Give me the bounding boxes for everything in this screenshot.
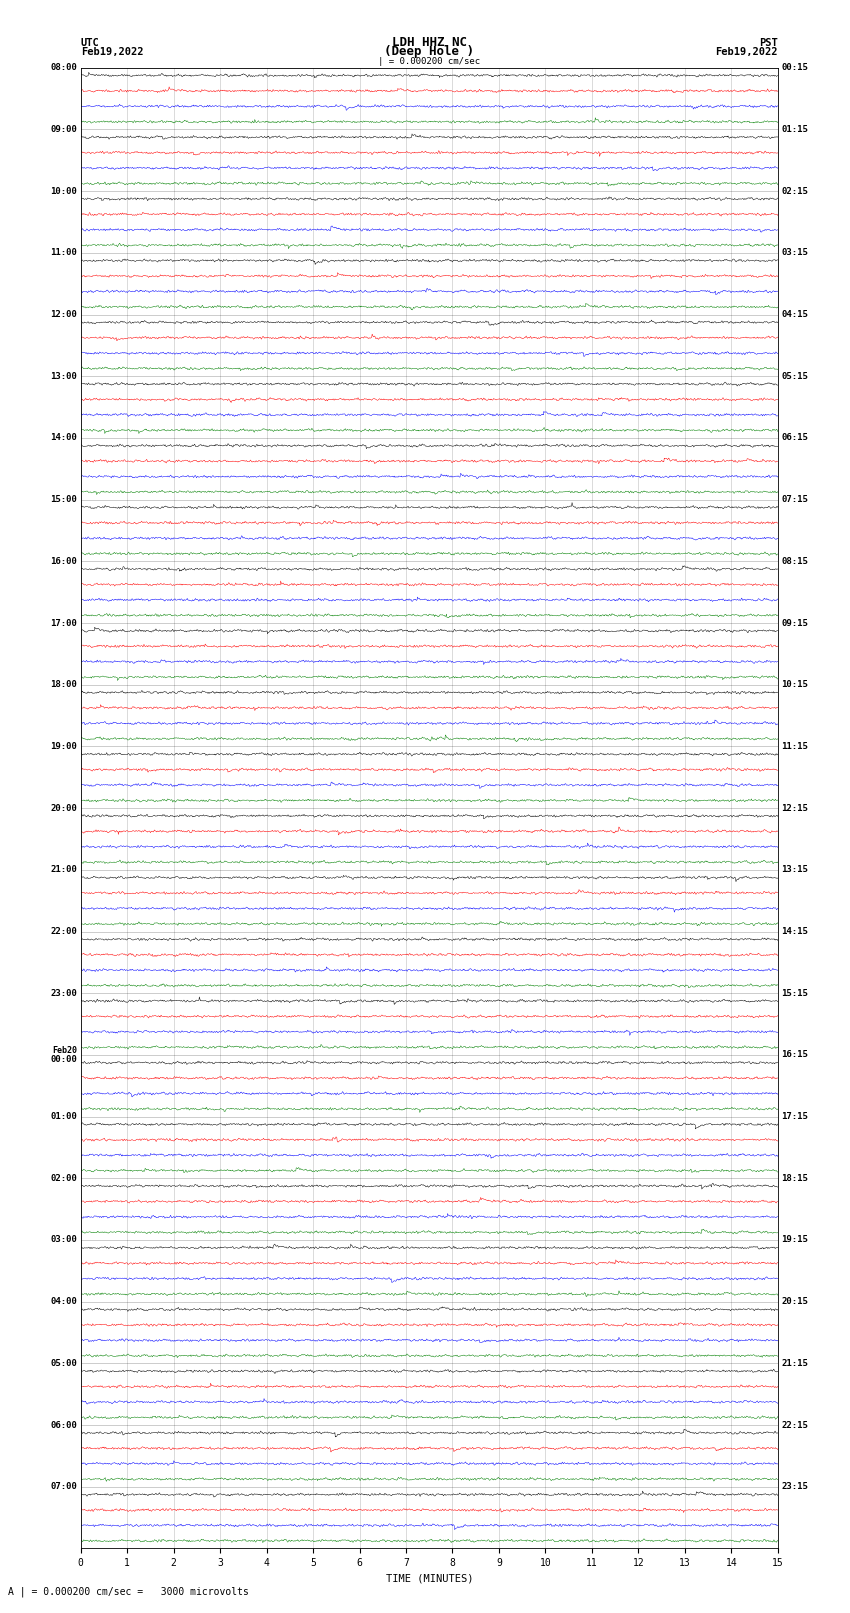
Text: Feb19,2022: Feb19,2022 [715,47,778,56]
Text: 19:00: 19:00 [50,742,77,752]
Text: 22:15: 22:15 [781,1421,808,1429]
Text: Feb19,2022: Feb19,2022 [81,47,144,56]
Text: 00:00: 00:00 [50,1055,77,1065]
Text: 16:00: 16:00 [50,556,77,566]
Text: 01:15: 01:15 [781,124,808,134]
Text: 14:15: 14:15 [781,927,808,936]
Text: 21:15: 21:15 [781,1358,808,1368]
X-axis label: TIME (MINUTES): TIME (MINUTES) [386,1574,473,1584]
Text: 23:00: 23:00 [50,989,77,998]
Text: 03:00: 03:00 [50,1236,77,1245]
Text: 15:15: 15:15 [781,989,808,998]
Text: | = 0.000200 cm/sec: | = 0.000200 cm/sec [378,56,480,66]
Text: 04:00: 04:00 [50,1297,77,1307]
Text: 13:15: 13:15 [781,865,808,874]
Text: 03:15: 03:15 [781,248,808,258]
Text: 05:00: 05:00 [50,1358,77,1368]
Text: 19:15: 19:15 [781,1236,808,1245]
Text: 17:15: 17:15 [781,1111,808,1121]
Text: 07:00: 07:00 [50,1482,77,1492]
Text: 20:15: 20:15 [781,1297,808,1307]
Text: 15:00: 15:00 [50,495,77,505]
Text: 11:00: 11:00 [50,248,77,258]
Text: 05:15: 05:15 [781,371,808,381]
Text: 07:15: 07:15 [781,495,808,505]
Text: 20:00: 20:00 [50,803,77,813]
Text: 09:15: 09:15 [781,618,808,627]
Text: 01:00: 01:00 [50,1111,77,1121]
Text: 11:15: 11:15 [781,742,808,752]
Text: 00:15: 00:15 [781,63,808,73]
Text: 10:00: 10:00 [50,187,77,195]
Text: 02:15: 02:15 [781,187,808,195]
Text: Feb20: Feb20 [52,1045,77,1055]
Text: 06:00: 06:00 [50,1421,77,1429]
Text: 12:15: 12:15 [781,803,808,813]
Text: 18:15: 18:15 [781,1174,808,1182]
Text: 08:00: 08:00 [50,63,77,73]
Text: (Deep Hole ): (Deep Hole ) [384,45,474,58]
Text: 23:15: 23:15 [781,1482,808,1492]
Text: 02:00: 02:00 [50,1174,77,1182]
Text: 14:00: 14:00 [50,434,77,442]
Text: 04:15: 04:15 [781,310,808,319]
Text: LDH HHZ NC: LDH HHZ NC [392,35,467,50]
Text: 09:00: 09:00 [50,124,77,134]
Text: 10:15: 10:15 [781,681,808,689]
Text: 06:15: 06:15 [781,434,808,442]
Text: 16:15: 16:15 [781,1050,808,1060]
Text: 13:00: 13:00 [50,371,77,381]
Text: 21:00: 21:00 [50,865,77,874]
Text: 12:00: 12:00 [50,310,77,319]
Text: PST: PST [759,37,778,48]
Text: UTC: UTC [81,37,99,48]
Text: 22:00: 22:00 [50,927,77,936]
Text: 18:00: 18:00 [50,681,77,689]
Text: 08:15: 08:15 [781,556,808,566]
Text: 17:00: 17:00 [50,618,77,627]
Text: A | = 0.000200 cm/sec =   3000 microvolts: A | = 0.000200 cm/sec = 3000 microvolts [8,1587,249,1597]
